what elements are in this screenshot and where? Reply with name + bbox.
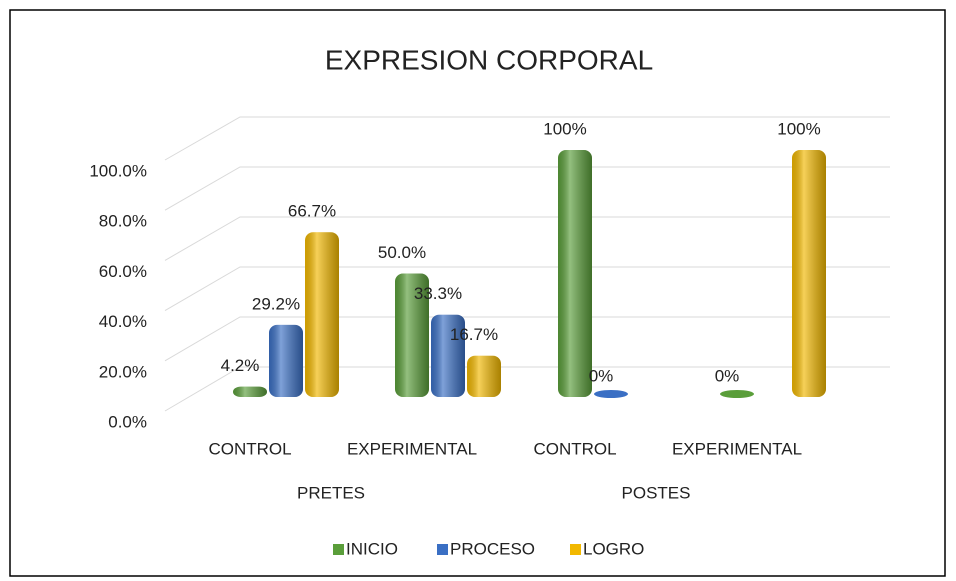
y-tick-label: 80.0% [99, 212, 147, 231]
grid-line [164, 316, 890, 362]
data-label: 16.7% [450, 325, 498, 344]
x-tick-label: EXPERIMENTAL [347, 439, 477, 458]
legend-swatch [333, 544, 344, 555]
y-tick-label: 100.0% [89, 161, 147, 180]
y-tick-label: 60.0% [99, 262, 147, 281]
y-tick-label: 40.0% [99, 312, 147, 331]
x-tick-label: CONTROL [208, 439, 291, 458]
grid-line [164, 216, 890, 261]
bar-shade [233, 386, 267, 397]
legend-swatch [570, 544, 581, 555]
grid-line [164, 166, 890, 211]
grid-line [164, 266, 890, 312]
data-label: 50.0% [378, 243, 426, 262]
data-label: 29.2% [252, 294, 300, 313]
data-label: 4.2% [221, 356, 260, 375]
y-tick-label: 0.0% [108, 412, 147, 431]
data-label: 100% [543, 119, 586, 138]
legend-label: INICIO [346, 539, 398, 558]
bar-shade [395, 273, 429, 397]
x-tick-label: EXPERIMENTAL [672, 439, 802, 458]
x-tick-label: CONTROL [533, 439, 616, 458]
grid-line [164, 366, 890, 412]
data-label: 66.7% [288, 202, 336, 221]
data-label: 0% [589, 366, 614, 385]
bar-shade [558, 150, 592, 397]
bar-shade [305, 232, 339, 397]
chart-title: EXPRESION CORPORAL [325, 44, 653, 75]
legend-label: PROCESO [450, 539, 535, 558]
bar [594, 390, 628, 398]
bar [720, 390, 754, 398]
bar-shade [269, 324, 303, 397]
bar-shade [792, 150, 826, 397]
group-label: POSTES [622, 483, 691, 502]
group-label: PRETES [297, 483, 365, 502]
data-label: 33.3% [414, 284, 462, 303]
chart-frame [9, 9, 946, 577]
bar-shade [467, 355, 501, 397]
legend-swatch [437, 544, 448, 555]
data-label: 0% [715, 366, 740, 385]
grid-line [164, 116, 890, 161]
y-tick-label: 20.0% [99, 362, 147, 381]
legend-label: LOGRO [583, 539, 644, 558]
bar-shade [431, 314, 465, 397]
data-label: 100% [777, 119, 820, 138]
